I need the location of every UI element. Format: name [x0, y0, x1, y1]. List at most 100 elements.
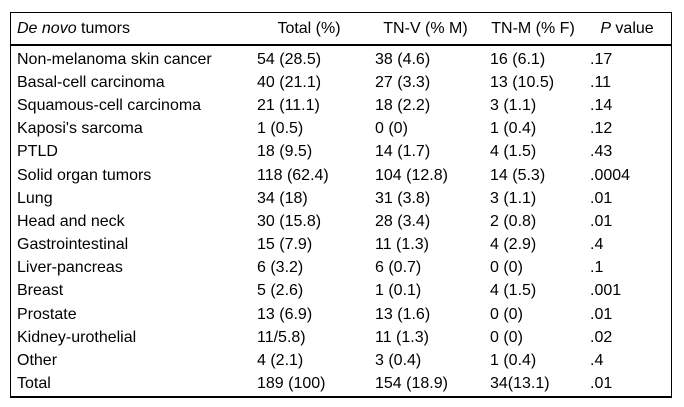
table-row: Kidney-urothelial 11/5.8) 11 (1.3) 0 (0)…: [11, 326, 671, 349]
cell-total: 4 (2.1): [257, 352, 304, 370]
cell-pvalue: .4: [590, 352, 604, 370]
table-row: Other 4 (2.1) 3 (0.4) 1 (0.4) .4: [11, 349, 671, 372]
cell-tnm: 0 (0): [490, 305, 523, 323]
table-row: Liver-pancreas 6 (3.2) 6 (0.7) 0 (0) .1: [11, 257, 671, 280]
cell-tnv: 11 (1.3): [375, 236, 429, 254]
cell-tnm: 13 (10.5): [490, 73, 555, 91]
table-row: Basal-cell carcinoma 40 (21.1) 27 (3.3) …: [11, 71, 671, 94]
cell-pvalue: .0004: [590, 166, 631, 184]
cell-total: 189 (100): [257, 375, 326, 393]
cell-total: 13 (6.9): [257, 305, 313, 323]
cell-tnm: 14 (5.3): [490, 166, 546, 184]
cell-tumor-label: Other: [17, 352, 58, 370]
cell-tumor-label: Lung: [17, 189, 53, 207]
cell-total: 30 (15.8): [257, 212, 322, 230]
cell-tumor-label: Non-melanoma skin cancer: [17, 50, 212, 68]
cell-tnv: 6 (0.7): [375, 259, 422, 277]
header-col-tnv: TN-V (% M): [368, 13, 483, 46]
cell-tnm: 4 (1.5): [490, 282, 537, 300]
table-row: Breast 5 (2.6) 1 (0.1) 4 (1.5) .001: [11, 280, 671, 303]
cell-total: 15 (7.9): [257, 236, 313, 254]
cell-tnm: 0 (0): [490, 328, 523, 346]
data-table: De novo tumors Total (%) TN-V (% M) TN-M…: [11, 13, 671, 396]
header-tumors-rest: tumors: [76, 19, 130, 37]
cell-tnm: 34(13.1): [490, 375, 550, 393]
header-p-rest: value: [610, 19, 654, 37]
header-col-tnm: TN-M (% F): [483, 13, 583, 46]
cell-tnm: 3 (1.1): [490, 189, 537, 207]
cell-total: 118 (62.4): [257, 166, 329, 184]
cell-tnm: 1 (0.4): [490, 120, 537, 138]
cell-tnm: 0 (0): [490, 259, 523, 277]
header-tumors-italic: De novo: [17, 19, 77, 37]
cell-tnv: 18 (2.2): [375, 96, 431, 114]
cell-tumor-label: Total: [17, 375, 51, 393]
cell-pvalue: .01: [590, 212, 613, 230]
table-row: Gastrointestinal 15 (7.9) 11 (1.3) 4 (2.…: [11, 234, 671, 257]
cell-pvalue: .01: [590, 305, 613, 323]
cell-tnm: 4 (2.9): [490, 236, 537, 254]
cell-pvalue: .001: [590, 282, 622, 300]
cell-tnm: 1 (0.4): [490, 352, 537, 370]
table-row: Total 189 (100) 154 (18.9) 34(13.1) .01: [11, 373, 671, 396]
cell-pvalue: .14: [590, 96, 613, 114]
cell-tumor-label: Basal-cell carcinoma: [17, 73, 165, 91]
table-row: Squamous-cell carcinoma 21 (11.1) 18 (2.…: [11, 94, 671, 117]
cell-tnm: 4 (1.5): [490, 143, 537, 161]
cell-pvalue: .43: [590, 143, 613, 161]
cell-pvalue: .4: [590, 236, 604, 254]
cell-total: 1 (0.5): [257, 120, 304, 138]
table-row: Solid organ tumors 118 (62.4) 104 (12.8)…: [11, 164, 671, 187]
table-row: Non-melanoma skin cancer 54 (28.5) 38 (4…: [11, 45, 671, 71]
cell-tumor-label: Solid organ tumors: [17, 166, 152, 184]
cell-tnv: 1 (0.1): [375, 282, 422, 300]
cell-total: 40 (21.1): [257, 73, 322, 91]
cell-tnv: 28 (3.4): [375, 212, 431, 230]
cell-total: 5 (2.6): [257, 282, 304, 300]
table-row: Kaposi's sarcoma 1 (0.5) 0 (0) 1 (0.4) .…: [11, 118, 671, 141]
cell-tnv: 0 (0): [375, 120, 408, 138]
cell-total: 21 (11.1): [257, 96, 320, 114]
table-row: Head and neck 30 (15.8) 28 (3.4) 2 (0.8)…: [11, 210, 671, 233]
cell-total: 18 (9.5): [257, 143, 313, 161]
cell-tnv: 38 (4.6): [375, 50, 431, 68]
cell-pvalue: .1: [590, 259, 604, 277]
cell-pvalue: .11: [590, 73, 612, 91]
cell-pvalue: .12: [590, 120, 613, 138]
table-body: Non-melanoma skin cancer 54 (28.5) 38 (4…: [11, 45, 671, 396]
cell-tumor-label: Kaposi's sarcoma: [17, 120, 143, 138]
header-col-total: Total (%): [250, 13, 368, 46]
cell-tnv: 13 (1.6): [375, 305, 431, 323]
cell-pvalue: .01: [590, 375, 613, 393]
cell-tumor-label: Gastrointestinal: [17, 236, 129, 254]
cell-tumor-label: Squamous-cell carcinoma: [17, 96, 202, 114]
table-row: PTLD 18 (9.5) 14 (1.7) 4 (1.5) .43: [11, 141, 671, 164]
cell-tumor-label: Head and neck: [17, 212, 125, 230]
cell-tumor-label: Breast: [17, 282, 64, 300]
cell-tnv: 3 (0.4): [375, 352, 422, 370]
cell-tnm: 2 (0.8): [490, 212, 537, 230]
cell-tnv: 31 (3.8): [375, 189, 431, 207]
header-p-italic: P: [600, 19, 611, 37]
table-header-row: De novo tumors Total (%) TN-V (% M) TN-M…: [11, 13, 671, 46]
cell-total: 6 (3.2): [257, 259, 304, 277]
table-row: Prostate 13 (6.9) 13 (1.6) 0 (0) .01: [11, 303, 671, 326]
cell-total: 54 (28.5): [257, 50, 322, 68]
cell-pvalue: .02: [590, 328, 613, 346]
cell-tnv: 27 (3.3): [375, 73, 431, 91]
cell-tumor-label: Liver-pancreas: [17, 259, 123, 277]
cell-total: 11/5.8): [257, 328, 306, 346]
cell-tumor-label: Prostate: [17, 305, 77, 323]
header-col-pvalue: P value: [583, 13, 671, 46]
cell-tnm: 16 (6.1): [490, 50, 546, 68]
header-col-tumors: De novo tumors: [11, 13, 250, 46]
cell-tnv: 14 (1.7): [375, 143, 431, 161]
cell-pvalue: .17: [590, 50, 613, 68]
cell-tnv: 11 (1.3): [375, 328, 429, 346]
table-row: Lung 34 (18) 31 (3.8) 3 (1.1) .01: [11, 187, 671, 210]
de-novo-tumors-table: De novo tumors Total (%) TN-V (% M) TN-M…: [10, 12, 672, 398]
cell-tnv: 154 (18.9): [375, 375, 448, 393]
cell-total: 34 (18): [257, 189, 308, 207]
cell-tnm: 3 (1.1): [490, 96, 537, 114]
